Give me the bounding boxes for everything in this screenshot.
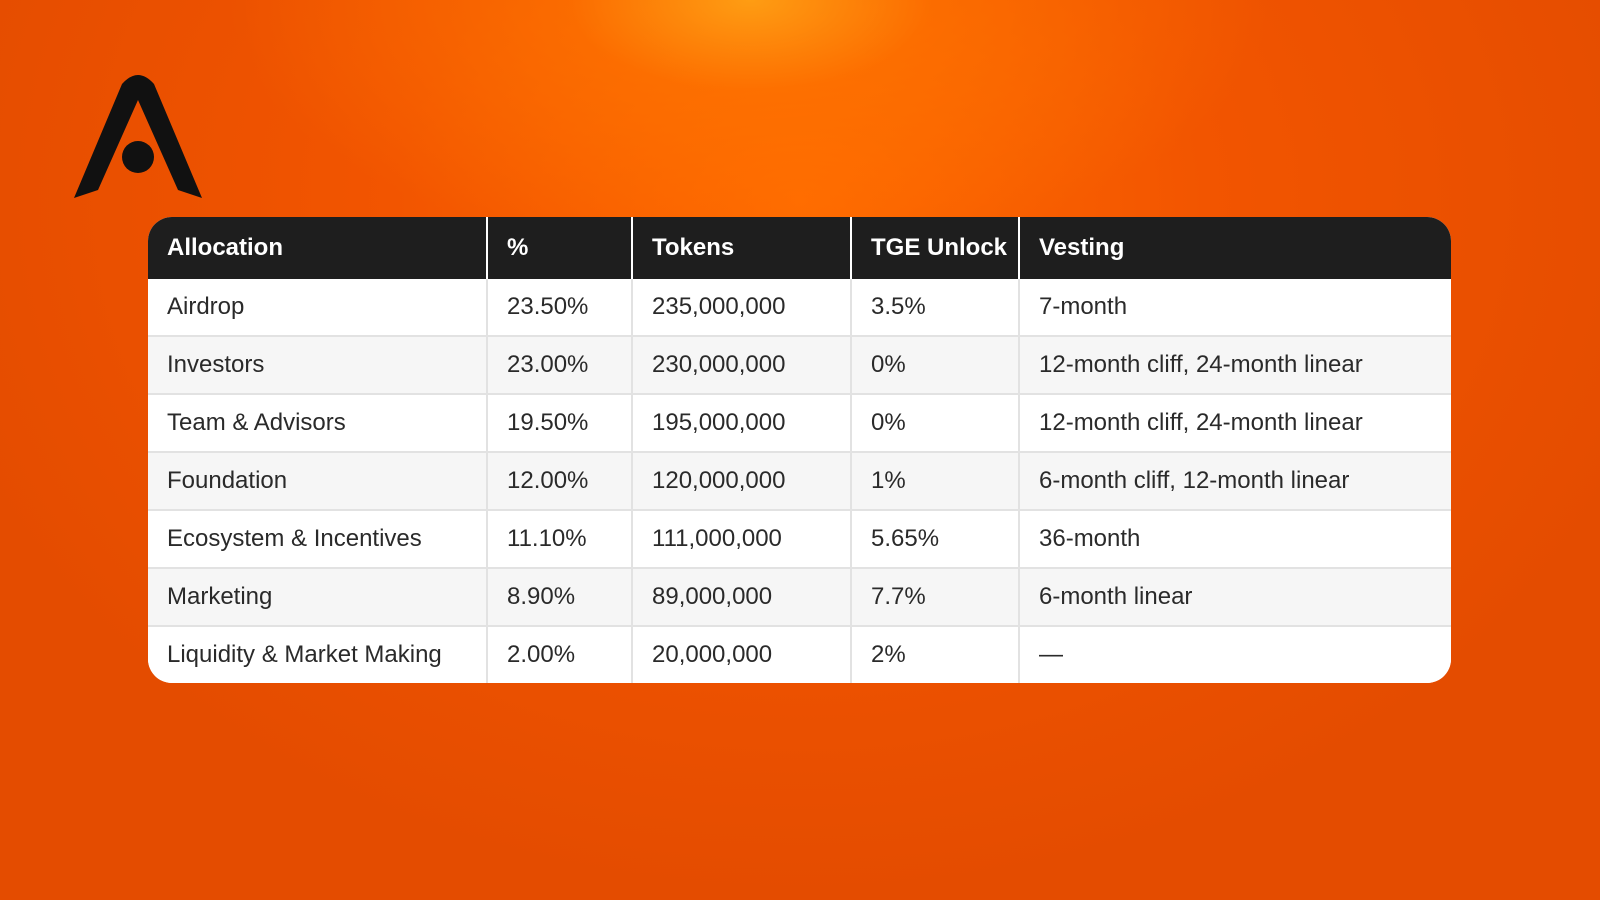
table-header-row: Allocation % Tokens TGE Unlock Vesting [148, 217, 1451, 279]
header-allocation: Allocation [148, 217, 488, 279]
cell-allocation: Liquidity & Market Making [148, 625, 488, 683]
cell-percent: 19.50% [487, 393, 633, 452]
cell-vesting: — [1019, 625, 1451, 683]
cell-vesting: 12-month cliff, 24-month linear [1019, 393, 1451, 452]
cell-percent: 23.00% [487, 335, 633, 394]
cell-tge-unlock: 2% [851, 625, 1020, 683]
table-row: Airdrop 23.50% 235,000,000 3.5% 7-month [148, 279, 1451, 336]
cell-percent: 2.00% [487, 625, 633, 683]
cell-vesting: 36-month [1019, 509, 1451, 568]
cell-tokens: 230,000,000 [632, 335, 852, 394]
cell-tokens: 20,000,000 [632, 625, 852, 683]
cell-tokens: 89,000,000 [632, 567, 852, 626]
cell-allocation: Airdrop [148, 279, 488, 336]
cell-allocation: Foundation [148, 451, 488, 510]
cell-vesting: 7-month [1019, 279, 1451, 336]
table-row: Investors 23.00% 230,000,000 0% 12-month… [148, 335, 1451, 394]
header-vesting: Vesting [1019, 217, 1451, 279]
cell-tge-unlock: 1% [851, 451, 1020, 510]
header-percent: % [487, 217, 633, 279]
cell-percent: 12.00% [487, 451, 633, 510]
cell-allocation: Ecosystem & Incentives [148, 509, 488, 568]
cell-vesting: 6-month linear [1019, 567, 1451, 626]
header-tokens: Tokens [632, 217, 852, 279]
table-row: Foundation 12.00% 120,000,000 1% 6-month… [148, 451, 1451, 510]
cell-percent: 11.10% [487, 509, 633, 568]
token-allocation-table: Allocation % Tokens TGE Unlock Vesting A… [148, 217, 1451, 683]
cell-tge-unlock: 7.7% [851, 567, 1020, 626]
cell-tge-unlock: 0% [851, 393, 1020, 452]
header-tge-unlock: TGE Unlock [851, 217, 1020, 279]
cell-tokens: 120,000,000 [632, 451, 852, 510]
cell-percent: 23.50% [487, 279, 633, 336]
cell-tokens: 235,000,000 [632, 279, 852, 336]
table-row: Marketing 8.90% 89,000,000 7.7% 6-month … [148, 567, 1451, 626]
cell-tokens: 111,000,000 [632, 509, 852, 568]
cell-allocation: Investors [148, 335, 488, 394]
cell-allocation: Marketing [148, 567, 488, 626]
cell-percent: 8.90% [487, 567, 633, 626]
stylized-letter-a-logo-icon [74, 75, 202, 198]
table-row: Team & Advisors 19.50% 195,000,000 0% 12… [148, 393, 1451, 452]
cell-tge-unlock: 3.5% [851, 279, 1020, 336]
cell-tge-unlock: 0% [851, 335, 1020, 394]
cell-allocation: Team & Advisors [148, 393, 488, 452]
cell-vesting: 12-month cliff, 24-month linear [1019, 335, 1451, 394]
cell-tokens: 195,000,000 [632, 393, 852, 452]
cell-vesting: 6-month cliff, 12-month linear [1019, 451, 1451, 510]
table-row: Ecosystem & Incentives 11.10% 111,000,00… [148, 509, 1451, 568]
table-row: Liquidity & Market Making 2.00% 20,000,0… [148, 625, 1451, 683]
cell-tge-unlock: 5.65% [851, 509, 1020, 568]
